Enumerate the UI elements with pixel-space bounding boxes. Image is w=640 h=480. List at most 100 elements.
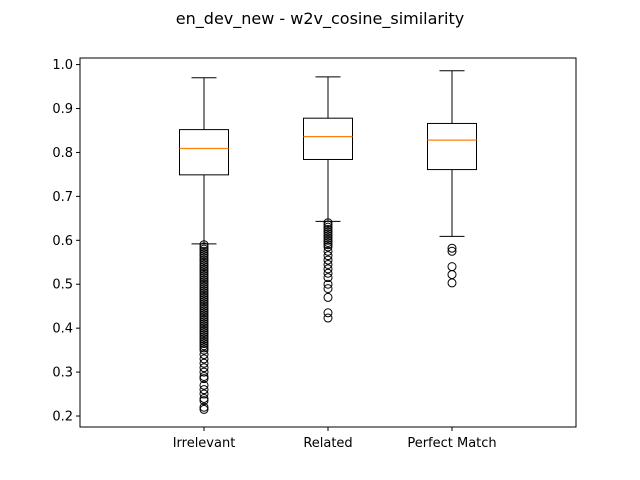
series-2-box — [427, 122, 477, 171]
series-0-outlier-18 — [199, 279, 209, 289]
series-0-outlier-39 — [199, 325, 209, 335]
series-0-outlier-31 — [199, 308, 209, 318]
series-0-outlier-3 — [199, 246, 209, 256]
series-0-outlier-1 — [199, 242, 209, 252]
chart-title: en_dev_new - w2v_cosine_similarity — [176, 9, 464, 29]
series-0-outlier-36 — [199, 319, 209, 329]
series-0-outlier-61 — [199, 402, 209, 412]
series-0-outlier-24 — [199, 292, 209, 302]
series-1-outlier-13 — [323, 251, 333, 261]
series-1-outlier-18 — [323, 273, 333, 283]
series-0-outlier-50 — [199, 354, 209, 364]
plot-area: 0.2 0.3 0.4 0.5 0.6 0.7 0.8 0.9 1.0 Irrelevant Rel… — [52, 58, 496, 451]
series-1-outlier-6 — [323, 231, 333, 241]
series-0-outlier-58 — [199, 389, 209, 399]
series-1-outlier-21 — [323, 292, 333, 302]
series-0-outlier-16 — [199, 275, 209, 285]
series-0-outlier-45 — [199, 339, 209, 349]
series-1-outlier-5 — [323, 229, 333, 239]
plot-frame — [79, 57, 577, 428]
y-tick-label-1: 0.3 — [52, 366, 73, 381]
series-0-outlier-52 — [199, 363, 209, 373]
series-0-outlier-5 — [199, 251, 209, 261]
series-0-box — [179, 129, 229, 176]
series-0-outlier-42 — [199, 332, 209, 342]
series-2-outlier-3 — [447, 270, 457, 280]
series-0-outlier-38 — [199, 323, 209, 333]
series-0-outlier-20 — [199, 284, 209, 294]
series-0-outlier-34 — [199, 314, 209, 324]
series-1-outlier-11 — [323, 242, 333, 252]
series-0-outlier-29 — [199, 303, 209, 313]
series-2-outlier-1 — [447, 246, 457, 256]
series-0-outlier-32 — [199, 310, 209, 320]
series-1-outlier-19 — [323, 279, 333, 289]
y-tick-label-7: 0.9 — [52, 102, 73, 117]
series-1-outlier-17 — [323, 268, 333, 278]
series-1-outlier-8 — [323, 235, 333, 245]
series-0-outlier-26 — [199, 297, 209, 307]
series-1-outlier-9 — [323, 238, 333, 247]
series-0-outlier-53 — [199, 367, 209, 377]
series-0-outlier-28 — [199, 301, 209, 311]
y-tick-label-6: 0.8 — [52, 146, 73, 161]
y-tick-label-3: 0.5 — [52, 278, 73, 293]
series-0-outlier-33 — [199, 312, 209, 322]
series-0-outlier-51 — [199, 358, 209, 368]
y-tick-label-8: 1.0 — [52, 58, 73, 73]
y-tick-label-4: 0.6 — [52, 234, 73, 249]
series-1-outlier-2 — [323, 222, 333, 232]
x-tick-label-0: Irrelevant — [173, 436, 236, 451]
y-tick-label-2: 0.4 — [52, 322, 73, 337]
series-0-outlier-47 — [199, 343, 209, 353]
series-1-outlier-12 — [323, 246, 333, 256]
series-0-outlier-21 — [199, 286, 209, 296]
series-0-outlier-56 — [199, 380, 209, 390]
series-0-outlier-43 — [199, 334, 209, 344]
series-0-outlier-55 — [199, 374, 209, 384]
series-0-outlier-2 — [199, 244, 209, 254]
series-1-outlier-15 — [323, 259, 333, 269]
series-1-box — [303, 117, 353, 160]
series-1-outlier-3 — [323, 224, 333, 234]
series-0-outlier-59 — [199, 393, 209, 403]
series-0-outlier-14 — [199, 270, 209, 280]
series-0-outlier-15 — [199, 273, 209, 283]
series-0-outlier-6 — [199, 253, 209, 263]
series-0-outlier-10 — [199, 262, 209, 272]
series-1-outlier-1 — [323, 220, 333, 230]
series-1-outlier-23 — [323, 313, 333, 323]
series-0-outlier-30 — [199, 306, 209, 316]
series-1-outlier-4 — [323, 227, 333, 237]
series-0-outlier-0 — [199, 240, 209, 250]
series-0-outlier-62 — [199, 404, 209, 414]
series-0-outlier-17 — [199, 277, 209, 287]
series-0-outlier-44 — [199, 336, 209, 346]
series-0-outlier-22 — [199, 288, 209, 298]
series-0-outlier-54 — [199, 371, 209, 381]
series-0-outlier-27 — [199, 299, 209, 309]
series-1-outlier-10 — [323, 240, 333, 250]
series-0-outlier-37 — [199, 321, 209, 331]
y-tick-label-0: 0.2 — [52, 410, 73, 425]
series-0-outlier-57 — [199, 385, 209, 395]
x-tick-label-1: Related — [303, 436, 352, 451]
series-0-outlier-4 — [199, 248, 209, 258]
series-0-outlier-48 — [199, 345, 209, 355]
series-2-outlier-2 — [447, 262, 457, 272]
series-2-outlier-0 — [447, 243, 457, 253]
series-0-outlier-9 — [199, 259, 209, 269]
series-1-outlier-14 — [323, 255, 333, 265]
x-tick-label-2: Perfect Match — [407, 436, 496, 451]
series-1-outlier-16 — [323, 264, 333, 274]
series-0-outlier-41 — [199, 330, 209, 340]
series-1-outlier-7 — [323, 233, 333, 243]
series-0-outlier-49 — [199, 350, 209, 360]
series-1-outlier-22 — [323, 308, 333, 318]
series-0-outlier-8 — [199, 257, 209, 267]
series-0-outlier-7 — [199, 255, 209, 265]
series-0-outlier-19 — [199, 281, 209, 291]
series-0-outlier-46 — [199, 341, 209, 351]
series-0-outlier-12 — [199, 266, 209, 276]
